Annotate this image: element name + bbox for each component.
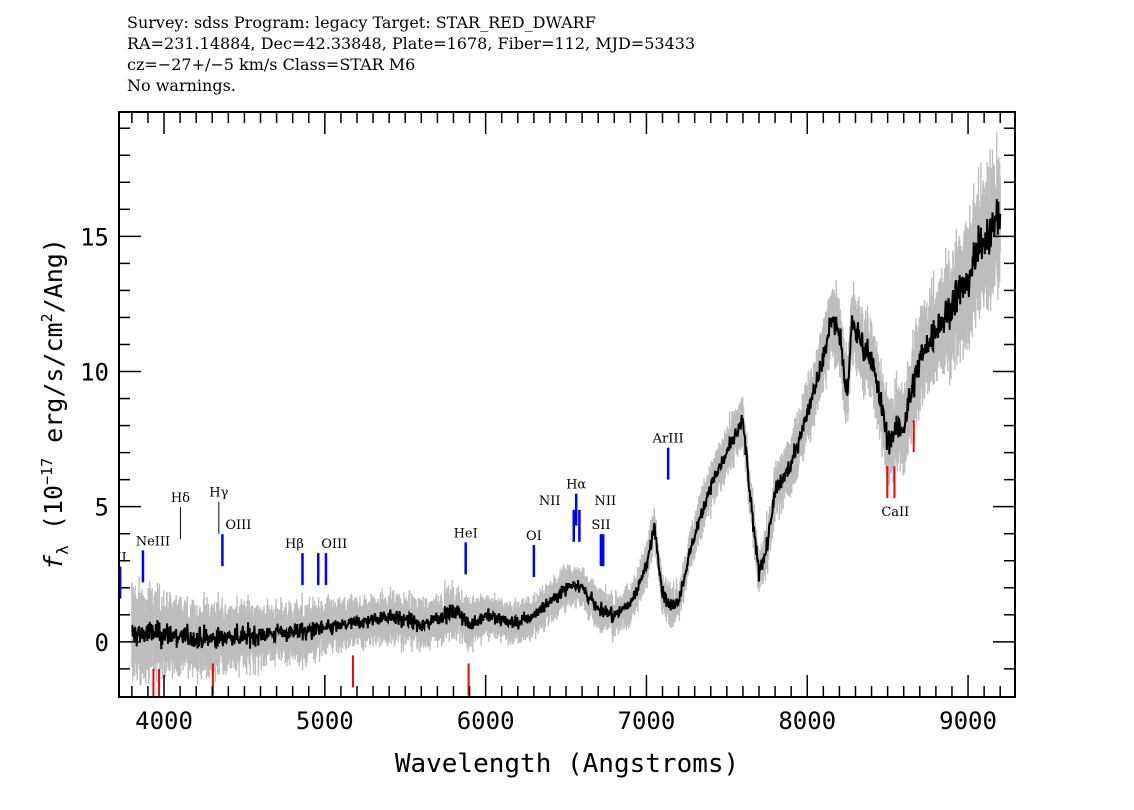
emission-line-label: NII — [539, 494, 561, 509]
x-tick-label: 4000 — [135, 707, 193, 735]
emission-line-label: Hγ — [209, 486, 228, 501]
x-tick-label: 9000 — [939, 707, 997, 735]
spectrum-header: Survey: sdss Program: legacy Target: STA… — [127, 12, 695, 96]
emission-line-label: Hβ — [285, 537, 304, 552]
emission-line-label: HeI — [454, 526, 478, 541]
x-tick-label: 6000 — [457, 707, 515, 735]
header-coords-line: RA=231.14884, Dec=42.33848, Plate=1678, … — [127, 34, 696, 53]
emission-line-label: Hδ — [171, 491, 190, 506]
emission-line-label: NII — [595, 494, 617, 509]
x-tick-label: 8000 — [778, 707, 836, 735]
emission-line-label: SII — [591, 518, 610, 533]
emission-line-label: NeIII — [136, 534, 170, 549]
y-tick-label: 10 — [80, 359, 109, 387]
header-survey-line: Survey: sdss Program: legacy Target: STA… — [127, 13, 596, 32]
emission-line-label: ArIII — [652, 432, 684, 447]
x-tick-label: 5000 — [296, 707, 354, 735]
flux-line — [131, 199, 1002, 650]
header-warnings-line: No warnings. — [127, 76, 236, 95]
error-band — [131, 132, 1001, 686]
y-axis-label: fλ (10−17 erg/s/cm2/Ang) — [38, 238, 72, 570]
plot-frame — [118, 111, 1016, 698]
emission-line-label: OI — [526, 529, 542, 544]
emission-line-label: OIII — [321, 537, 347, 552]
x-axis-label: Wavelength (Angstroms) — [395, 749, 739, 779]
emission-line-label: Hα — [566, 478, 586, 493]
x-tick-label: 7000 — [618, 707, 676, 735]
header-redshift-line: cz=−27+/−5 km/s Class=STAR M6 — [127, 55, 416, 74]
y-tick-label: 0 — [95, 629, 109, 657]
emission-line-label: OIII — [225, 518, 251, 533]
y-tick-label: 5 — [95, 494, 109, 522]
emission-line-label: OII — [106, 551, 127, 566]
y-tick-label: 15 — [80, 223, 109, 251]
absorption-line-label: CaII — [881, 505, 909, 520]
